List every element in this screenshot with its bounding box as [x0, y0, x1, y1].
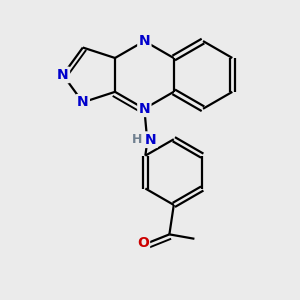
Text: N: N: [139, 34, 150, 48]
Text: N: N: [57, 68, 69, 82]
Text: H: H: [132, 133, 142, 146]
Text: N: N: [139, 102, 150, 116]
Text: O: O: [137, 236, 149, 250]
Text: N: N: [145, 133, 157, 147]
Text: N: N: [77, 95, 88, 109]
